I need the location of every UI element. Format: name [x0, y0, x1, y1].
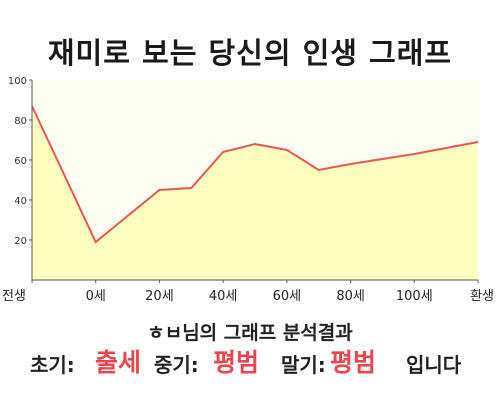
late-value: 평범: [330, 348, 377, 377]
x-tick-label: 100세: [396, 289, 433, 304]
y-tick-labels: 20 40 60 80 100: [8, 76, 32, 247]
life-graph-chart: 20 40 60 80 100 전생 0세 20세 40세 60세 80세 100세 환생: [2, 76, 494, 304]
x-tick-label: 20세: [145, 289, 174, 304]
y-tick-label: 100: [8, 76, 27, 87]
x-tick-label: 0세: [86, 289, 106, 304]
area-fill: [32, 106, 478, 280]
x-tick-labels: 전생 0세 20세 40세 60세 80세 100세 환생: [2, 280, 494, 304]
y-tick-label: 80: [14, 116, 27, 127]
result-suffix: 입니다: [406, 353, 462, 377]
y-tick-label: 60: [14, 156, 27, 167]
early-label: 초기:: [30, 353, 75, 377]
mid-value: 평범: [213, 348, 260, 377]
life-line: [31, 105, 479, 244]
x-tick-label: 환생: [470, 289, 494, 304]
early-value: 출세: [95, 348, 142, 377]
x-tick-label: 80세: [336, 289, 365, 304]
late-label: 말기:: [281, 353, 326, 377]
y-tick-label: 40: [14, 196, 27, 207]
y-tick-label: 20: [14, 236, 27, 247]
analysis-heading: ㅎㅂ님의 그래프 분석결과: [147, 322, 353, 344]
result-line: 초기: 출세 중기: 평범 말기: 평범 입니다: [0, 346, 500, 382]
x-tick-label: 전생: [2, 289, 26, 304]
x-tick-label: 40세: [209, 289, 238, 304]
page-title: 재미로 보는 당신의 인생 그래프: [47, 36, 453, 70]
x-tick-label: 60세: [273, 289, 302, 304]
mid-label: 중기:: [154, 353, 199, 377]
